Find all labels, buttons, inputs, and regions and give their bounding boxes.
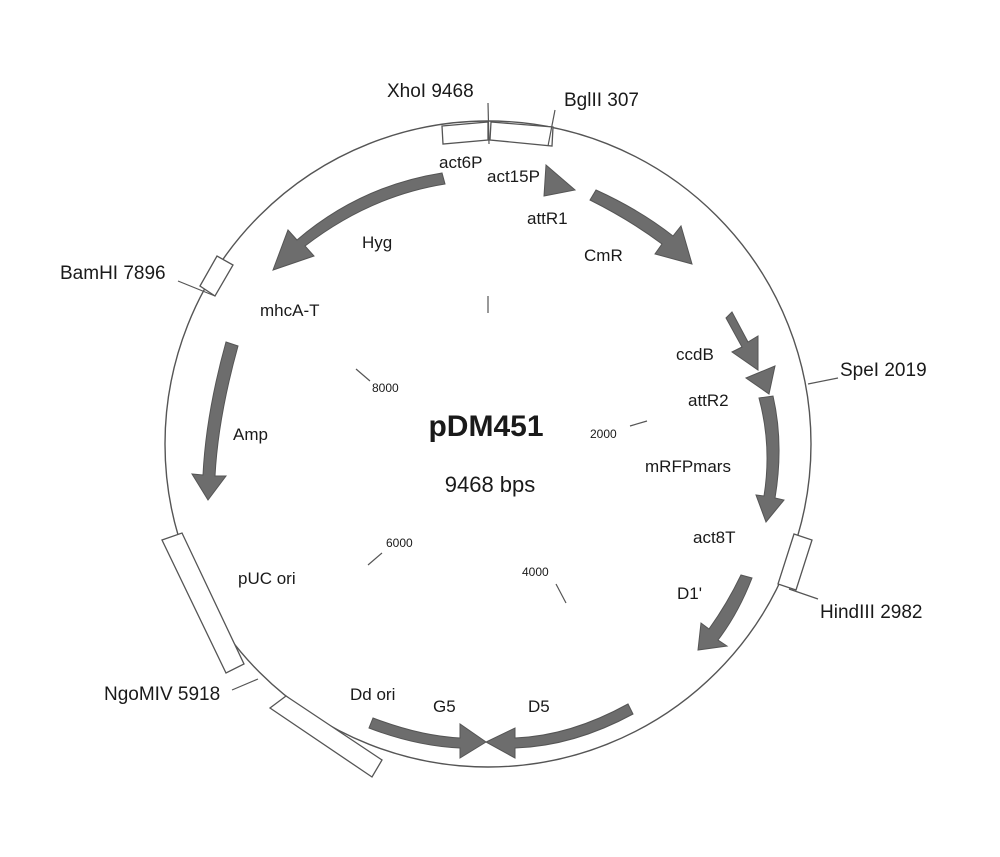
tick-label-6000: 6000	[386, 536, 413, 550]
ngomiv-leader	[231, 678, 259, 691]
feature-label-attr2: attR2	[688, 391, 729, 410]
tick-4000	[555, 583, 567, 604]
attr2-arrow	[744, 365, 776, 395]
feature-label-d1: D1'	[677, 584, 702, 603]
act15p-box	[489, 121, 554, 147]
feature-label-act6p: act6P	[439, 153, 482, 172]
tick-labels: 2000 4000 6000 8000	[372, 381, 617, 579]
feature-label-ccdb: ccdB	[676, 345, 714, 364]
feature-label-mhcat: mhcA-T	[260, 301, 320, 320]
cmr-arrow	[589, 189, 693, 265]
site-label-ngomiv: NgoMIV 5918	[104, 684, 220, 705]
position-ticks	[355, 296, 648, 604]
tick-label-4000: 4000	[522, 565, 549, 579]
feature-label-attr1: attR1	[527, 209, 568, 228]
g5-arrow	[368, 717, 487, 759]
bglii-leader	[547, 109, 556, 147]
feature-label-act8t: act8T	[693, 528, 736, 547]
act6p-box	[441, 121, 489, 145]
bamhi-leader	[177, 280, 216, 297]
plasmid-size: 9468 bps	[445, 472, 536, 497]
feature-arrows	[191, 163, 785, 759]
site-label-spei: SpeI 2019	[840, 360, 927, 381]
feature-labels: act6P act15P attR1 Hyg CmR mhcA-T ccdB a…	[233, 153, 736, 716]
site-label-hindiii: HindIII 2982	[820, 602, 922, 623]
feature-label-g5: G5	[433, 697, 456, 716]
feature-label-hyg: Hyg	[362, 233, 392, 252]
plasmid-name: pDM451	[428, 410, 543, 443]
tick-label-2000: 2000	[590, 427, 617, 441]
site-leaders	[177, 102, 839, 691]
feature-label-puc: pUC ori	[238, 569, 296, 588]
hyg-arrow	[272, 172, 446, 271]
mrfpmars-arrow	[755, 395, 785, 523]
spei-leader	[807, 377, 839, 385]
feature-label-amp: Amp	[233, 425, 268, 444]
tick-2000	[629, 420, 648, 427]
feature-label-mrfpmars: mRFPmars	[645, 457, 731, 476]
feature-label-cmr: CmR	[584, 246, 623, 265]
amp-arrow	[191, 341, 239, 501]
d1-arrow	[697, 574, 753, 651]
plasmid-backbone	[164, 120, 812, 768]
xhoi-leader	[487, 102, 490, 145]
attr1-arrow	[543, 163, 577, 197]
puc-ori-box	[161, 532, 245, 674]
feature-label-ddori: Dd ori	[350, 685, 395, 704]
dd-ori-box	[268, 695, 383, 778]
site-label-xhoi: XhoI 9468	[387, 81, 474, 102]
tick-6000	[367, 552, 383, 566]
site-labels: XhoI 9468 BglII 307 BamHI 7896 SpeI 2019…	[60, 81, 927, 705]
ccdb-arrow	[725, 311, 759, 371]
feature-label-d5: D5	[528, 697, 550, 716]
feature-boxes	[161, 121, 813, 778]
feature-label-act15p: act15P	[487, 167, 540, 186]
site-label-bamhi: BamHI 7896	[60, 263, 166, 284]
tick-label-8000: 8000	[372, 381, 399, 395]
tick-8000	[355, 368, 371, 382]
d5-arrow	[484, 703, 634, 759]
act8t-box	[777, 533, 813, 591]
hindiii-leader	[788, 588, 819, 600]
mhca-t-box	[199, 255, 234, 297]
site-label-bglii: BglII 307	[564, 90, 639, 111]
